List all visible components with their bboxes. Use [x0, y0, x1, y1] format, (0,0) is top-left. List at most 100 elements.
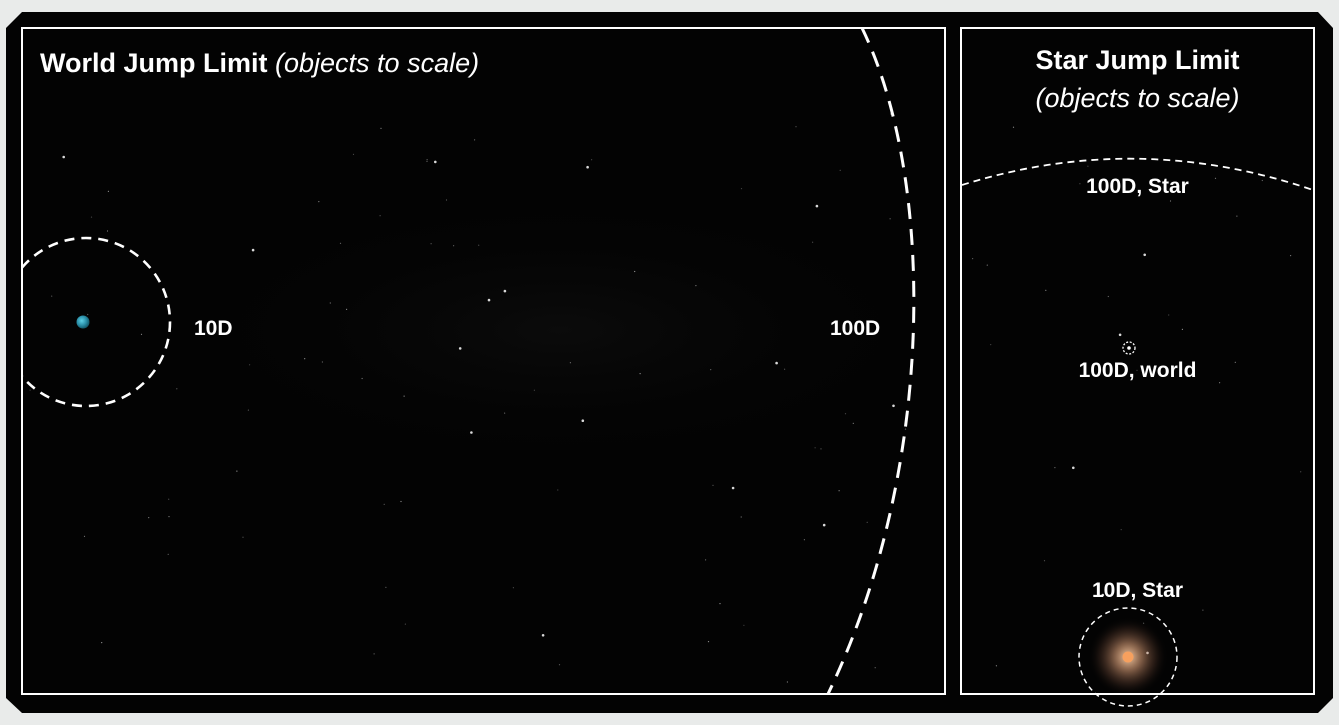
world-panel-border	[21, 27, 946, 695]
background-star	[1300, 471, 1302, 473]
background-star	[557, 489, 559, 491]
star-panel-subtitle: (objects to scale)	[1035, 83, 1240, 113]
background-star	[707, 641, 710, 643]
world-100d-limit-arc	[826, 28, 916, 694]
background-star	[695, 285, 697, 287]
background-star	[236, 470, 238, 472]
background-star	[1101, 593, 1105, 597]
background-star	[1290, 255, 1292, 257]
world-10d-label: 10D	[194, 317, 233, 340]
background-star	[247, 409, 249, 411]
background-star	[478, 244, 480, 246]
background-star	[1087, 165, 1089, 167]
background-star	[972, 258, 974, 260]
background-star	[329, 302, 331, 304]
background-star	[167, 553, 169, 556]
background-star	[990, 344, 992, 346]
world-10d-limit-circle	[22, 236, 172, 408]
background-star	[148, 517, 150, 519]
background-star	[995, 665, 998, 667]
background-star	[852, 422, 854, 424]
star-panel-background	[961, 28, 1314, 694]
background-star	[1054, 467, 1056, 469]
background-star	[1169, 200, 1172, 202]
background-star	[784, 368, 786, 370]
background-star	[445, 199, 448, 201]
world-icon	[76, 315, 90, 329]
background-star	[1219, 382, 1221, 384]
background-star	[591, 159, 593, 161]
background-star	[1079, 183, 1081, 185]
background-star	[815, 204, 819, 208]
background-star	[1181, 328, 1183, 330]
background-star	[168, 516, 170, 518]
background-star	[775, 361, 778, 365]
background-star	[318, 201, 320, 203]
background-star	[803, 539, 806, 541]
star-panel-title: Star Jump Limit	[1035, 45, 1240, 75]
background-star	[1072, 466, 1075, 470]
background-star	[892, 404, 895, 408]
background-star	[51, 295, 53, 297]
background-star	[541, 634, 545, 637]
background-star	[62, 155, 65, 159]
background-star	[251, 248, 255, 252]
background-star	[1214, 177, 1217, 179]
star-panel	[960, 27, 1315, 707]
background-star	[242, 536, 244, 538]
background-star	[1168, 314, 1170, 316]
milky-haze	[140, 180, 945, 480]
starfield-right	[972, 126, 1302, 667]
background-star	[458, 347, 462, 350]
background-star	[1118, 333, 1122, 337]
background-star	[385, 586, 387, 589]
background-star	[814, 447, 816, 449]
background-star	[844, 413, 847, 415]
background-star	[705, 559, 707, 561]
starfield-left	[29, 113, 907, 683]
world-panel-title-main: World Jump Limit	[40, 48, 268, 78]
background-star	[719, 603, 721, 605]
background-star	[107, 190, 109, 192]
background-star	[634, 270, 636, 273]
world-100d-label: 100D	[830, 317, 881, 340]
background-star	[639, 373, 641, 375]
background-star	[743, 624, 745, 626]
background-star	[1136, 369, 1138, 371]
background-star	[731, 486, 735, 490]
world-panel	[21, 27, 946, 695]
background-star	[400, 500, 402, 503]
background-star	[712, 484, 714, 486]
background-star	[512, 587, 515, 589]
star-icon	[1122, 651, 1134, 663]
background-star	[434, 160, 437, 164]
background-star	[1234, 361, 1236, 363]
background-star	[426, 159, 428, 161]
star-panel-border	[960, 27, 1315, 695]
background-star	[533, 389, 536, 391]
background-star	[426, 160, 428, 162]
background-star	[321, 361, 323, 363]
background-star	[710, 369, 712, 371]
background-star	[487, 298, 491, 302]
background-star	[380, 127, 382, 129]
background-star	[812, 241, 814, 243]
background-star	[786, 681, 789, 683]
background-star	[822, 523, 826, 527]
background-star	[1012, 126, 1015, 128]
background-star	[453, 245, 455, 247]
world-100d-ring-small	[1122, 341, 1136, 355]
background-star	[373, 653, 375, 655]
background-star	[339, 242, 342, 244]
background-star	[795, 126, 797, 128]
background-star	[430, 243, 432, 245]
background-star	[90, 216, 93, 218]
background-star	[1043, 560, 1046, 562]
background-star	[361, 377, 363, 380]
background-star	[101, 642, 103, 644]
background-star	[581, 419, 585, 423]
background-star	[740, 516, 742, 518]
background-star	[838, 490, 840, 492]
